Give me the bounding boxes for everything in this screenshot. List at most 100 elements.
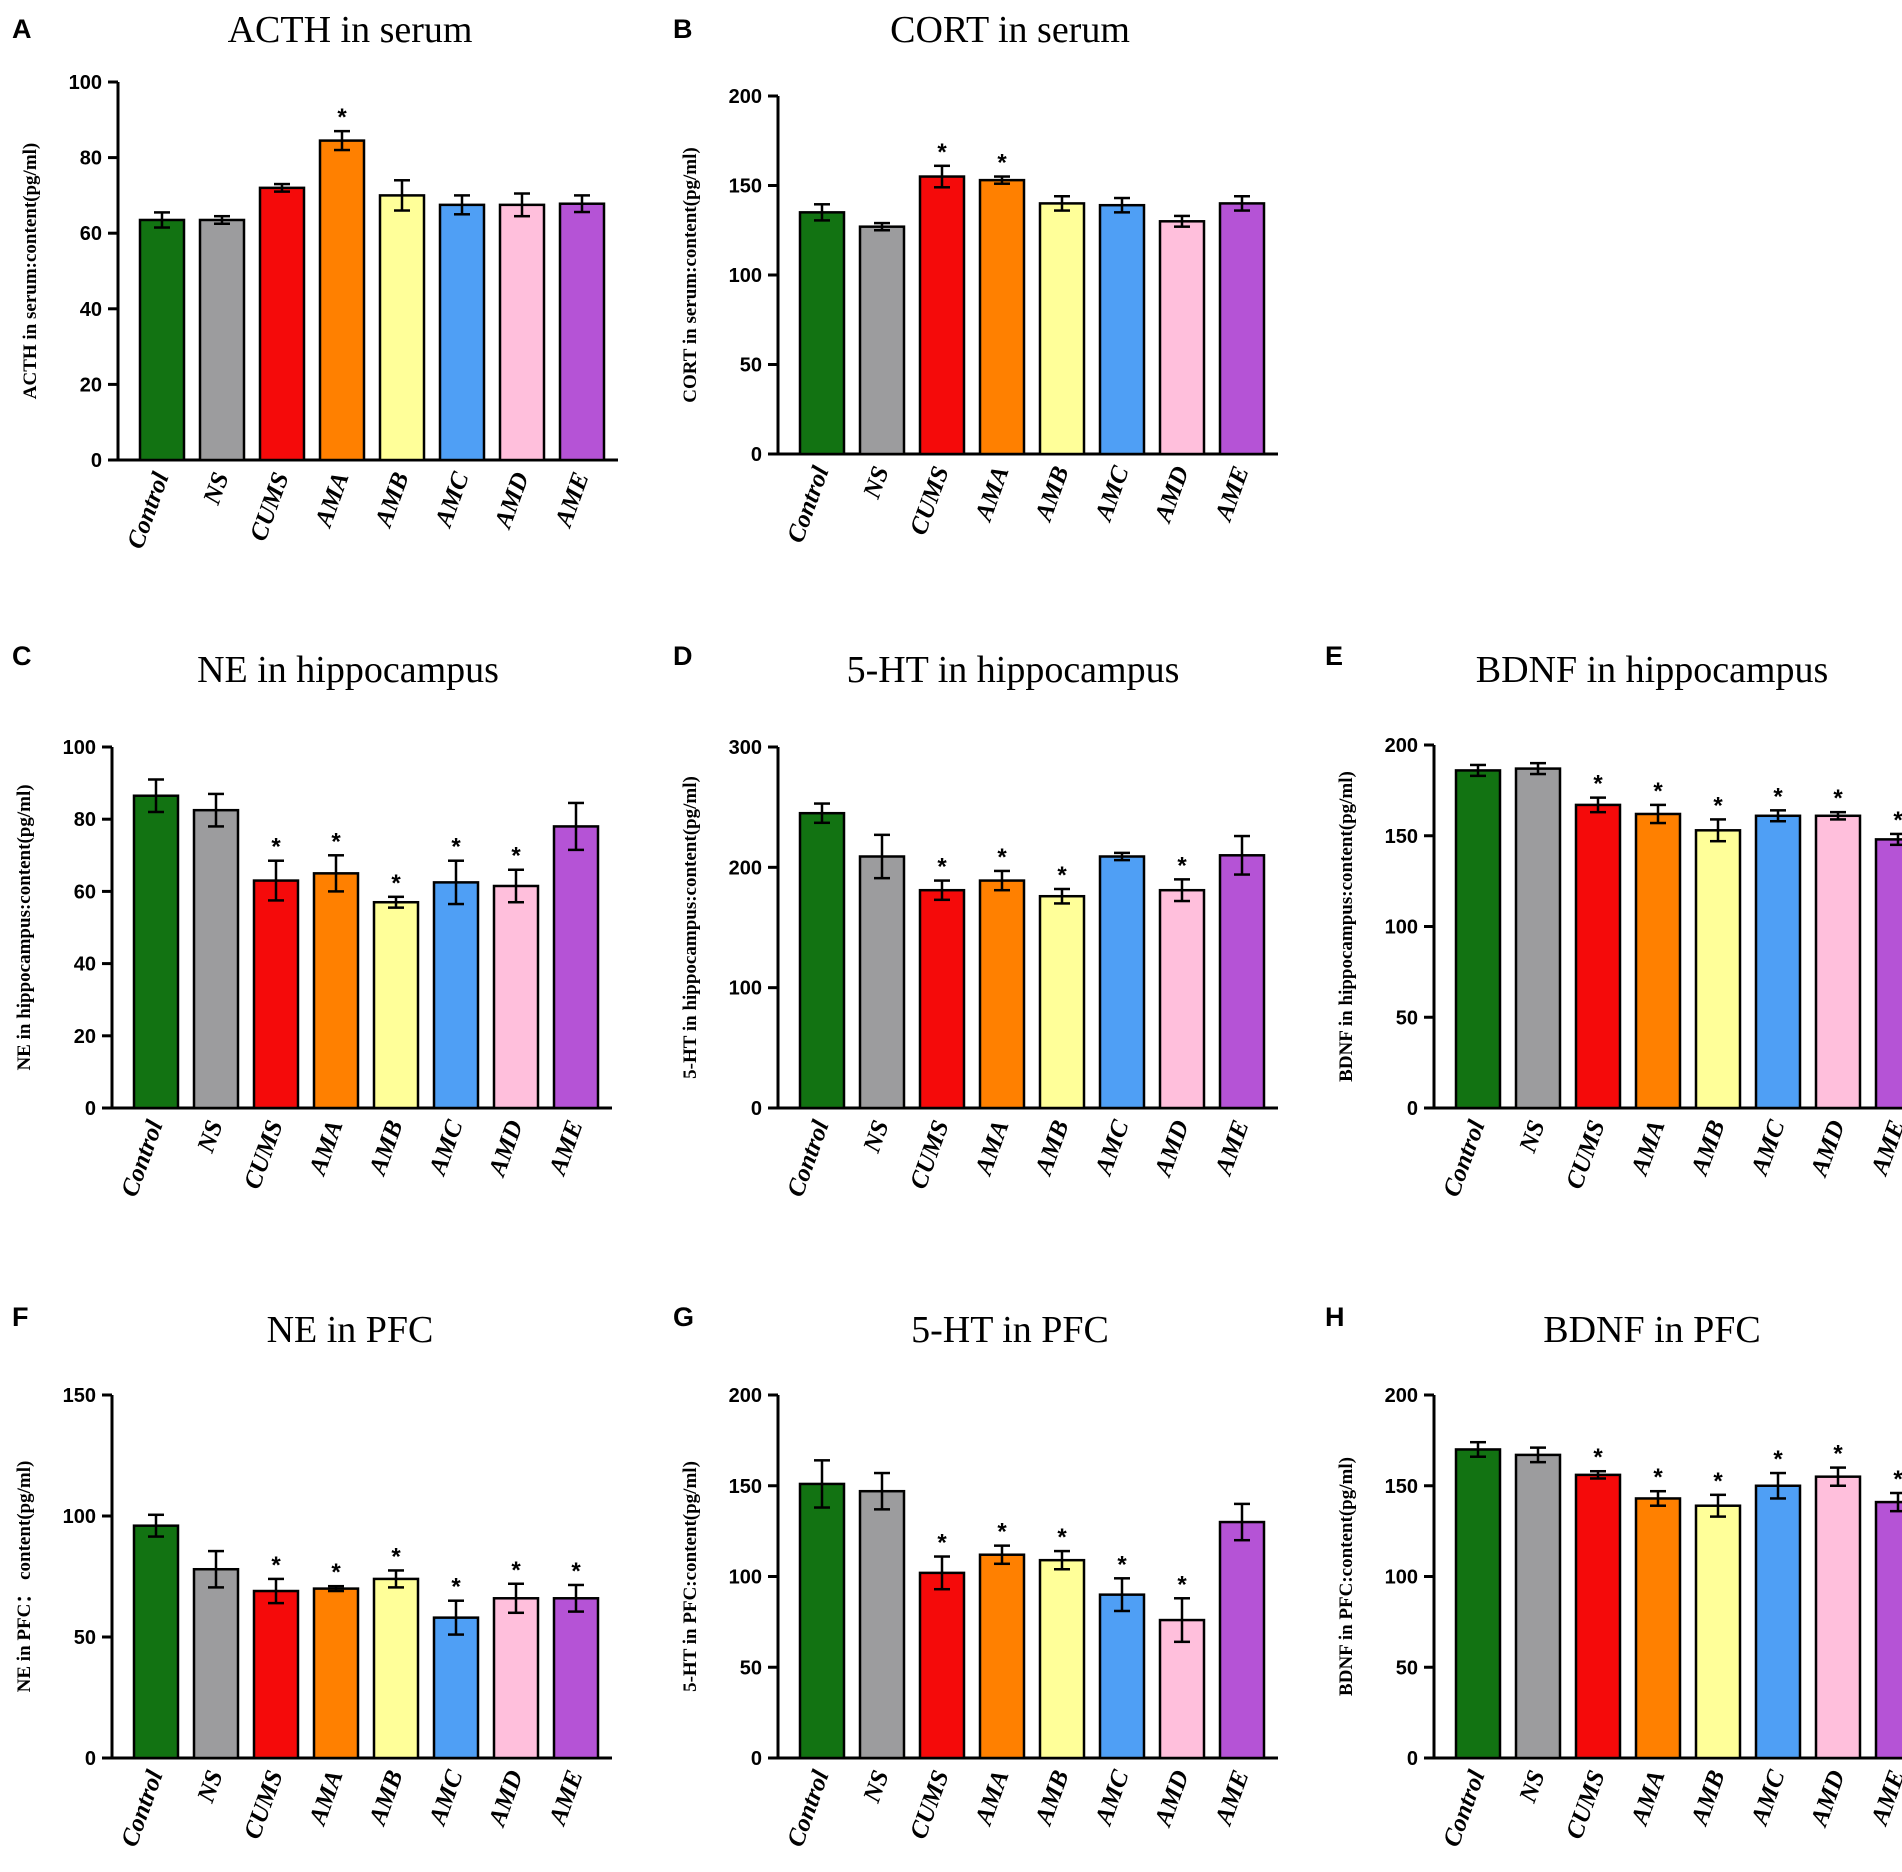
bar-cums xyxy=(258,186,306,462)
x-tick-label: AME xyxy=(1210,1767,1255,1830)
x-tick-label: CUMS xyxy=(245,469,295,545)
x-tick-label: AMD xyxy=(489,469,535,534)
significance-star: * xyxy=(511,843,521,870)
significance-star: * xyxy=(997,844,1007,871)
x-tick-label: AMB xyxy=(364,1117,409,1180)
y-tick-label: 40 xyxy=(80,299,102,321)
x-tick-label: CUMS xyxy=(239,1767,289,1843)
bar-ns xyxy=(192,808,240,1110)
bar-ama xyxy=(312,1587,360,1760)
bar-amd xyxy=(1158,220,1206,456)
chart-panel-c: C NE in hippocampus NE in hippocampus:cont… xyxy=(12,641,612,1200)
bar-ns xyxy=(858,225,906,456)
bar-ama xyxy=(1634,1497,1682,1760)
y-tick-label: 0 xyxy=(751,444,762,466)
x-tick-label: AMB xyxy=(1686,1117,1731,1180)
y-tick-label: 200 xyxy=(729,1385,762,1407)
bar-ama xyxy=(978,178,1026,456)
significance-star: * xyxy=(451,1574,461,1601)
chart-title: 5-HT in hippocampus xyxy=(847,649,1180,691)
x-tick-label: Control xyxy=(782,1117,834,1201)
significance-star: * xyxy=(451,834,461,861)
bar-amb xyxy=(1038,1558,1086,1760)
panel-letter: B xyxy=(673,14,693,44)
x-tick-label: Control xyxy=(116,1767,168,1851)
significance-star: * xyxy=(937,139,947,166)
bar-cums xyxy=(1574,1473,1622,1760)
y-axis-label: NE in PFC： content(pg/ml) xyxy=(14,1461,35,1693)
bar-amd xyxy=(498,203,546,462)
bar-amb xyxy=(1694,1504,1742,1760)
bar-ame xyxy=(552,1597,600,1760)
bar-amc xyxy=(1098,1593,1146,1760)
x-tick-label: AMD xyxy=(1149,463,1195,528)
bar-cums xyxy=(918,175,966,456)
panel-letter: C xyxy=(12,641,32,671)
chart-panel-g: G 5-HT in PFC 5-HT in PFC:content(pg/ml) 0 5… xyxy=(673,1302,1278,1850)
y-tick-label: 150 xyxy=(729,1476,762,1498)
bar-ama xyxy=(318,139,366,462)
bar-amc xyxy=(432,1616,480,1760)
x-tick-label: AMB xyxy=(1030,463,1075,526)
y-tick-label: 50 xyxy=(740,1657,762,1679)
x-tick-label: NS xyxy=(858,1767,895,1807)
bar-amc xyxy=(438,203,486,462)
x-tick-label: AMA xyxy=(1626,1117,1671,1180)
x-tick-label: AMC xyxy=(1746,1767,1791,1831)
significance-star: * xyxy=(271,834,281,861)
x-tick-label: Control xyxy=(116,1117,168,1201)
chart-title: 5-HT in PFC xyxy=(911,1309,1109,1351)
y-tick-label: 80 xyxy=(80,148,102,170)
bar-ns xyxy=(1514,1453,1562,1760)
x-tick-label: CUMS xyxy=(905,1767,955,1843)
x-tick-label: NS xyxy=(1514,1767,1551,1807)
y-tick-label: 20 xyxy=(80,374,102,396)
chart-panel-f: F NE in PFC NE in PFC： content(pg/ml) 0 50 10… xyxy=(12,1302,612,1850)
bar-amc xyxy=(432,881,480,1110)
bar-ame xyxy=(552,825,600,1110)
bar-ns xyxy=(858,855,906,1110)
chart-panel-b: B CORT in serum CORT in serum:content(pg/m… xyxy=(673,9,1278,546)
x-tick-label: Control xyxy=(1438,1117,1490,1201)
panel-letter: H xyxy=(1325,1302,1345,1332)
x-tick-label: NS xyxy=(858,463,895,503)
panel-letter: G xyxy=(673,1302,694,1332)
y-tick-label: 150 xyxy=(1385,1476,1418,1498)
y-tick-label: 0 xyxy=(1407,1098,1418,1120)
panel-letter: E xyxy=(1325,641,1343,671)
chart-title: NE in PFC xyxy=(267,1309,434,1351)
bar-ns xyxy=(198,218,246,462)
y-tick-label: 80 xyxy=(74,809,96,831)
x-tick-label: NS xyxy=(192,1117,229,1157)
x-tick-label: AMD xyxy=(1149,1117,1195,1182)
x-tick-label: AMD xyxy=(1149,1767,1195,1832)
y-tick-label: 50 xyxy=(740,355,762,377)
bar-cums xyxy=(918,888,966,1110)
y-tick-label: 0 xyxy=(91,450,102,472)
significance-star: * xyxy=(511,1557,521,1584)
y-tick-label: 200 xyxy=(1385,735,1418,757)
x-tick-label: NS xyxy=(198,469,235,509)
bar-ns xyxy=(1514,767,1562,1110)
x-tick-label: Control xyxy=(122,469,174,553)
y-tick-label: 150 xyxy=(63,1385,96,1407)
x-tick-label: NS xyxy=(858,1117,895,1157)
x-tick-label: NS xyxy=(1514,1117,1551,1157)
y-tick-label: 300 xyxy=(729,737,762,759)
y-tick-label: 50 xyxy=(1396,1007,1418,1029)
y-tick-label: 100 xyxy=(729,1567,762,1589)
chart-panel-a: A ACTH in serum ACTH in serum:content(pg/m… xyxy=(12,9,618,552)
x-tick-label: CUMS xyxy=(905,463,955,539)
x-tick-label: CUMS xyxy=(1561,1117,1611,1193)
x-tick-label: AMD xyxy=(483,1117,529,1182)
chart-panel-e: E BDNF in hippocampus BDNF in hippocampus:… xyxy=(1325,641,1902,1200)
x-tick-label: AMD xyxy=(1805,1767,1851,1832)
bar-control xyxy=(132,1524,180,1760)
y-tick-label: 100 xyxy=(729,265,762,287)
bar-amb xyxy=(1694,829,1742,1110)
y-tick-label: 100 xyxy=(729,978,762,1000)
bar-ama xyxy=(978,879,1026,1110)
bar-amd xyxy=(1158,888,1206,1110)
panel-letter: D xyxy=(673,641,693,671)
significance-star: * xyxy=(1773,1446,1783,1473)
